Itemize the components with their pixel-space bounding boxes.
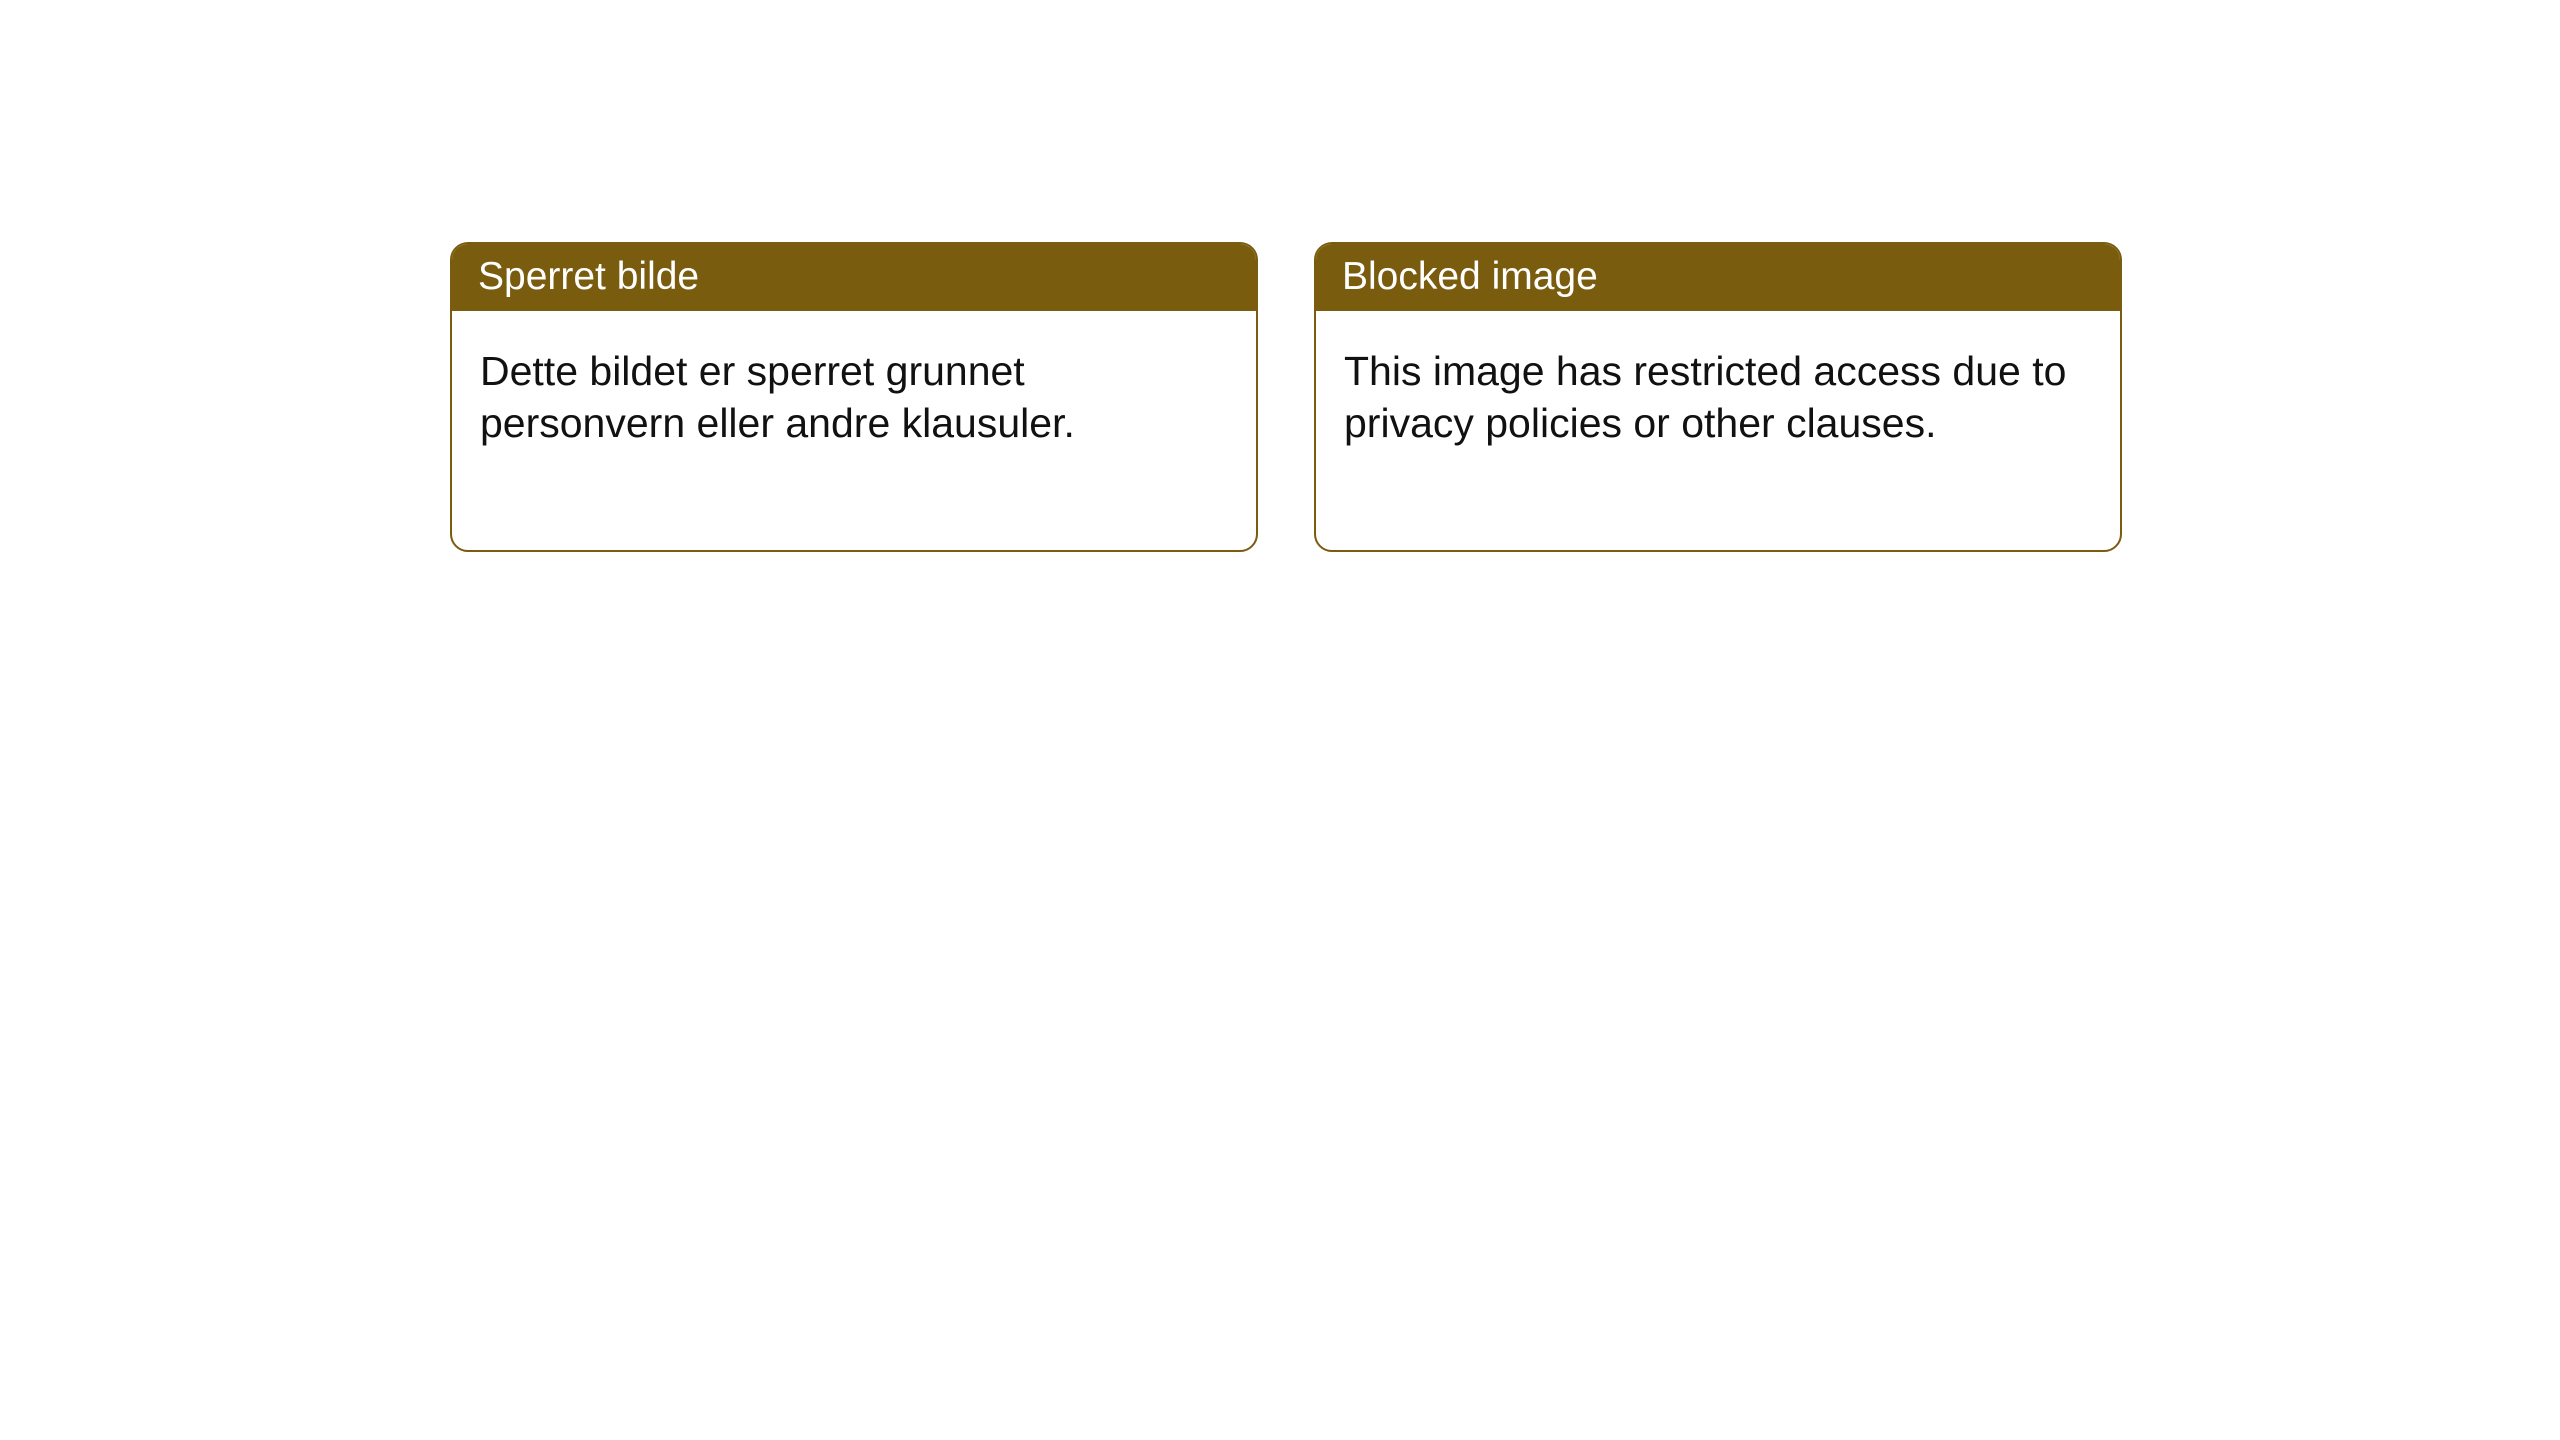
- notice-body: Dette bildet er sperret grunnet personve…: [452, 311, 1256, 550]
- notice-header: Blocked image: [1316, 244, 2120, 311]
- notice-header: Sperret bilde: [452, 244, 1256, 311]
- notice-body: This image has restricted access due to …: [1316, 311, 2120, 550]
- notice-container: Sperret bilde Dette bildet er sperret gr…: [450, 242, 2122, 552]
- notice-box-norwegian: Sperret bilde Dette bildet er sperret gr…: [450, 242, 1258, 552]
- notice-box-english: Blocked image This image has restricted …: [1314, 242, 2122, 552]
